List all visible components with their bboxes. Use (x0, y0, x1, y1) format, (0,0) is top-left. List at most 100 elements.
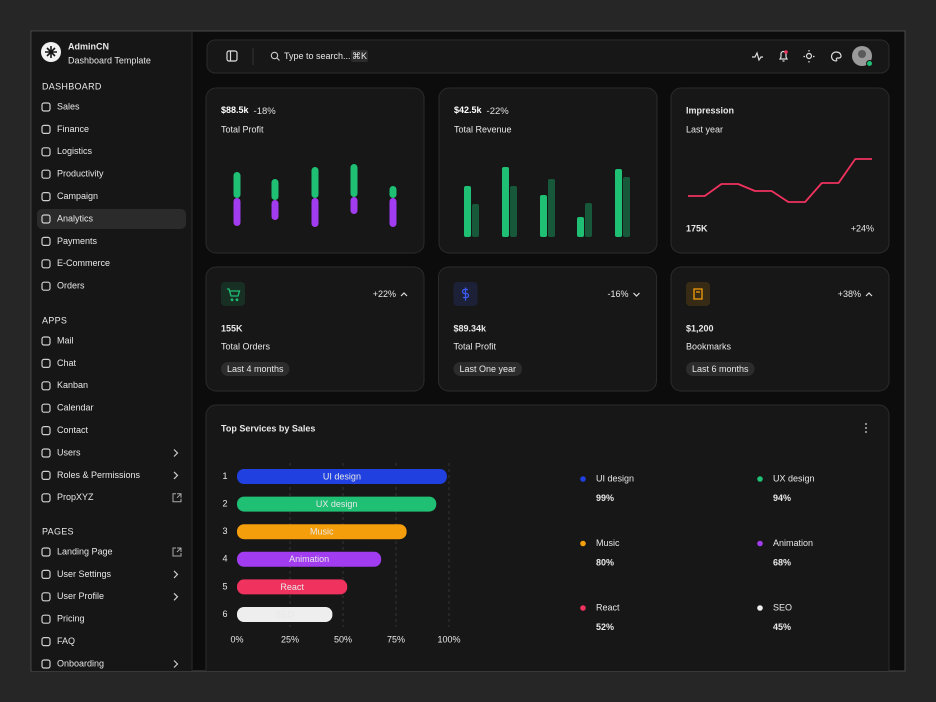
nav-label: FAQ (57, 636, 75, 646)
theme-button[interactable] (803, 50, 815, 63)
palette-button[interactable] (830, 51, 842, 62)
stat-label: Total Orders (221, 341, 271, 351)
nav-item[interactable]: Campaign (41, 191, 98, 202)
nav-item[interactable]: Pricing (41, 614, 85, 624)
icon (41, 470, 51, 480)
card-headline: $42.5k -22% (454, 105, 509, 116)
icon (41, 403, 51, 413)
notifications-button[interactable] (779, 50, 788, 62)
icon (41, 336, 51, 346)
nav-item[interactable]: User Settings (41, 569, 179, 580)
nav-item[interactable]: Finance (41, 124, 89, 135)
icon (41, 259, 51, 269)
status-dot (866, 60, 873, 67)
nav-label: User Profile (57, 591, 104, 601)
period-label: Last One year (460, 364, 517, 374)
nav-item[interactable]: Users (41, 447, 179, 458)
card (438, 87, 658, 254)
menu-dot (865, 431, 867, 433)
bar-segment (389, 186, 397, 198)
nav-item[interactable]: FAQ (41, 636, 75, 647)
external-link (172, 493, 182, 503)
nav-item[interactable]: Chat (41, 358, 77, 368)
nav-item[interactable]: Contact (41, 425, 89, 436)
icon (41, 281, 51, 291)
sidebar (32, 32, 192, 671)
nav-label: Pricing (57, 614, 85, 624)
period-badge (453, 362, 523, 376)
card-label: Total Revenue (454, 124, 512, 134)
avatar[interactable] (852, 46, 873, 67)
chevron (173, 570, 179, 579)
nav-item[interactable]: Productivity (41, 169, 104, 179)
stat-label: Bookmarks (686, 341, 732, 351)
legend-dot (757, 605, 763, 611)
legend-dot (580, 605, 586, 611)
brand-subtitle: Dashboard Template (68, 55, 151, 65)
nav-item[interactable]: Sales (41, 101, 80, 112)
chevron (173, 660, 179, 668)
bar-segment (350, 164, 358, 197)
legend-dot (757, 540, 763, 547)
legend-label: SEO (773, 602, 792, 612)
nav-item[interactable]: Orders (41, 281, 85, 291)
nav-item[interactable]: Onboarding (41, 658, 179, 669)
nav-item[interactable]: Landing Page (41, 546, 182, 557)
nav-item[interactable]: Calendar (41, 403, 94, 413)
search-icon-handle (276, 57, 280, 61)
bar-label: Music (310, 527, 334, 537)
bar (510, 186, 517, 237)
nav-item[interactable]: User Profile (41, 591, 179, 602)
stat-icon (461, 287, 470, 301)
nav-label: Logistics (57, 146, 93, 156)
nav-item[interactable]: Roles & Permissions (41, 470, 179, 480)
legend-value: 80% (596, 557, 614, 567)
sidebar-toggle[interactable] (226, 50, 238, 62)
nav-label: Chat (57, 358, 77, 368)
nav-label: Mail (57, 335, 74, 345)
bar-label: UX design (316, 499, 358, 509)
stat-icon (227, 288, 241, 302)
legend-value: 52% (596, 622, 614, 632)
card-change: -18% (254, 106, 277, 117)
nav-item[interactable]: Analytics (37, 209, 186, 229)
nav-section-title: DASHBOARD (42, 81, 102, 91)
nav-item[interactable]: Payments (41, 236, 98, 246)
stat-change: +22% (373, 289, 396, 299)
nav-item[interactable]: E-Commerce (41, 258, 110, 269)
x-tick-label: 0% (230, 634, 243, 644)
card-change: +24% (851, 223, 874, 233)
icon (41, 192, 51, 202)
nav-label: Roles & Permissions (57, 470, 141, 480)
icon (41, 659, 51, 669)
bar-segment (389, 198, 397, 227)
nav-item[interactable]: Mail (41, 335, 74, 346)
bar (585, 203, 592, 237)
bar-segment (271, 179, 279, 200)
period-badge (686, 362, 755, 376)
icon (779, 50, 788, 62)
bar (237, 469, 447, 484)
avatar-face (858, 50, 866, 58)
bar-label: UI design (323, 471, 361, 481)
chart-menu[interactable] (865, 423, 867, 433)
bar (237, 579, 348, 595)
search[interactable]: Type to search... ⌘K (270, 50, 368, 62)
nav-item[interactable]: Logistics (41, 146, 93, 157)
nav-item[interactable]: PropXYZ (41, 492, 182, 503)
icon (41, 426, 51, 436)
rank-label: 4 (222, 554, 227, 564)
icon (41, 169, 51, 179)
icon (41, 636, 51, 647)
legend-value: 94% (773, 493, 791, 503)
kbd (351, 50, 368, 62)
legend-dot (580, 476, 586, 482)
x-tick-label: 50% (334, 634, 352, 644)
card-value: 175K (686, 223, 708, 233)
activity-button[interactable] (752, 51, 763, 62)
nav-item[interactable]: Kanban (41, 380, 88, 391)
bar (577, 217, 584, 237)
icon (41, 147, 51, 157)
icon (752, 51, 763, 62)
icon (41, 124, 51, 135)
